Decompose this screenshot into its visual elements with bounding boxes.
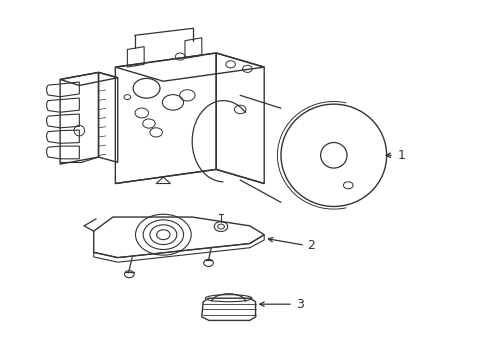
Text: 1: 1 (398, 149, 406, 162)
Text: 3: 3 (296, 298, 304, 311)
Text: 2: 2 (307, 239, 315, 252)
